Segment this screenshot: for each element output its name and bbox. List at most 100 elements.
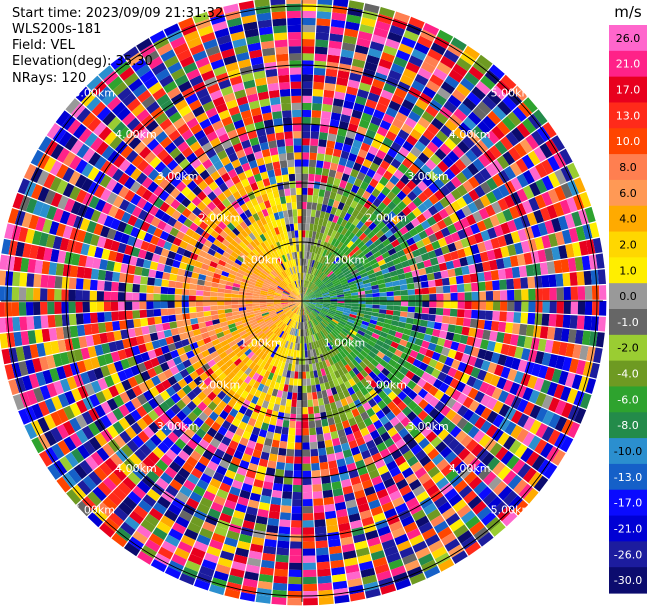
ray xyxy=(0,301,302,349)
range-label: 4.00km xyxy=(115,128,157,141)
ray xyxy=(302,122,557,301)
ray xyxy=(17,178,302,301)
ray xyxy=(302,301,607,316)
ray xyxy=(302,16,425,301)
velocity-field xyxy=(0,0,607,606)
ray xyxy=(163,23,302,301)
ray xyxy=(302,301,318,606)
ray xyxy=(23,163,302,301)
ray xyxy=(99,301,302,538)
ray xyxy=(302,301,381,599)
colorbar-segment xyxy=(609,50,647,78)
range-label: 5.00km xyxy=(491,504,533,517)
range-grid: 1.00km 1.00km 1.00km 1.00km 2.00km 2.00km 2.00… xyxy=(1,0,603,602)
colorbar-tick: 21.0 xyxy=(616,58,641,71)
ray xyxy=(31,301,302,454)
colorbar-segment xyxy=(609,360,647,388)
ray xyxy=(86,75,302,301)
range-label: 4.00km xyxy=(449,462,491,475)
ray xyxy=(302,269,606,301)
colorbar-tick: -10.0 xyxy=(614,445,642,458)
ray xyxy=(302,64,505,301)
ray xyxy=(75,86,302,301)
ray xyxy=(7,208,302,301)
colorbar-tick: -4.0 xyxy=(617,368,638,381)
range-label: 3.00km xyxy=(157,420,199,433)
range-label: 1.00km xyxy=(240,253,282,266)
ray xyxy=(239,301,302,602)
colorbar-segment xyxy=(609,102,647,129)
ray xyxy=(302,301,558,479)
colorbar-segment xyxy=(609,76,647,104)
ray xyxy=(66,301,302,505)
colorbar-tick: 1.0 xyxy=(619,264,637,277)
range-label: 3.00km xyxy=(407,170,449,183)
ray xyxy=(55,110,302,301)
ray xyxy=(286,0,302,301)
colorbar-segment xyxy=(609,309,647,336)
ray xyxy=(192,11,302,301)
range-label: 4.00km xyxy=(449,128,491,141)
ray xyxy=(302,301,574,453)
colorbar-segment xyxy=(609,257,647,284)
ray xyxy=(111,301,302,548)
ray xyxy=(302,54,493,301)
ray xyxy=(238,0,302,301)
colorbar-tick: -13.0 xyxy=(614,471,642,484)
ray xyxy=(302,301,350,604)
ray xyxy=(179,301,302,586)
colorbar-tick: 13.0 xyxy=(616,109,641,122)
colorbar-segment xyxy=(609,154,647,181)
colorbar-tick: 4.0 xyxy=(619,213,637,226)
ray xyxy=(302,3,380,301)
colorbar-segment xyxy=(609,334,647,362)
ray xyxy=(12,193,302,301)
colorbar-segment xyxy=(609,567,647,594)
ray xyxy=(56,301,302,493)
ray xyxy=(302,301,518,527)
ray xyxy=(302,301,529,516)
nrays-label: NRays: 120 xyxy=(12,71,87,86)
ray xyxy=(302,97,538,301)
range-label: 1.00km xyxy=(324,253,366,266)
ray xyxy=(8,301,302,396)
colorbar-tick: -17.0 xyxy=(614,497,642,510)
ray xyxy=(0,270,302,301)
ray xyxy=(254,0,302,301)
ray xyxy=(110,55,302,301)
ray xyxy=(302,191,592,301)
ray xyxy=(302,301,468,564)
ray xyxy=(4,223,302,301)
range-label: 5.00km xyxy=(73,86,115,99)
ray xyxy=(1,238,302,301)
ray xyxy=(302,37,467,301)
colorbar-unit: m/s xyxy=(614,3,642,21)
colorbar-tick: 10.0 xyxy=(616,135,641,148)
ray xyxy=(287,301,302,606)
ray xyxy=(302,85,528,301)
ray xyxy=(98,65,302,301)
colorbar-tick: -2.0 xyxy=(617,342,638,355)
ray xyxy=(137,301,302,565)
range-label: 1.00km xyxy=(240,337,282,350)
ray xyxy=(271,301,302,605)
ray xyxy=(209,301,302,596)
ray xyxy=(302,301,587,424)
ray xyxy=(0,301,302,333)
ray xyxy=(302,301,334,605)
range-label: 5.00km xyxy=(73,504,115,517)
colorbar-tick: 8.0 xyxy=(619,161,637,174)
colorbar-segment xyxy=(609,438,647,465)
ray xyxy=(302,301,481,556)
ray xyxy=(302,0,365,301)
range-label: 1.00km xyxy=(324,337,366,350)
range-label: 2.00km xyxy=(365,378,407,391)
colorbar-tick: 26.0 xyxy=(616,32,641,45)
ray xyxy=(302,206,596,301)
ray xyxy=(18,301,302,425)
range-label: 5.00km xyxy=(491,86,533,99)
colorbar-tick: -1.0 xyxy=(617,316,638,329)
ray xyxy=(87,301,302,528)
colorbar-segment xyxy=(609,515,647,542)
